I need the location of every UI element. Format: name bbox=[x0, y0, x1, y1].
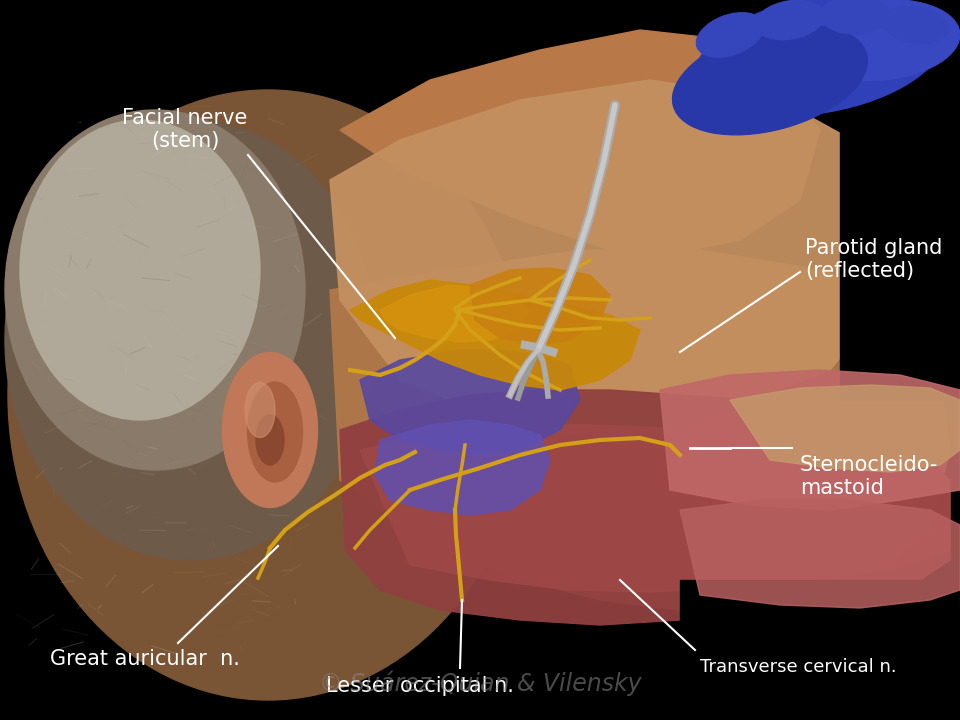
Ellipse shape bbox=[756, 0, 825, 40]
Polygon shape bbox=[730, 385, 960, 472]
Text: © Suárez-Quian & Vilensky: © Suárez-Quian & Vilensky bbox=[319, 670, 641, 696]
Ellipse shape bbox=[801, 0, 960, 81]
Text: Parotid gland
(reflected): Parotid gland (reflected) bbox=[805, 238, 943, 282]
Ellipse shape bbox=[223, 353, 318, 508]
Polygon shape bbox=[680, 500, 960, 608]
Polygon shape bbox=[340, 30, 820, 260]
Ellipse shape bbox=[5, 120, 375, 560]
Polygon shape bbox=[680, 580, 960, 720]
Polygon shape bbox=[470, 268, 610, 345]
Ellipse shape bbox=[8, 90, 528, 700]
Text: Great auricular  n.: Great auricular n. bbox=[50, 649, 240, 669]
Polygon shape bbox=[330, 250, 950, 610]
Text: Lesser occipital n.: Lesser occipital n. bbox=[326, 676, 514, 696]
Polygon shape bbox=[660, 370, 960, 510]
Ellipse shape bbox=[5, 110, 305, 470]
Ellipse shape bbox=[696, 13, 763, 58]
Ellipse shape bbox=[245, 382, 275, 438]
Polygon shape bbox=[840, 0, 960, 400]
Ellipse shape bbox=[673, 25, 868, 135]
Polygon shape bbox=[360, 425, 950, 592]
Ellipse shape bbox=[697, 0, 944, 116]
Ellipse shape bbox=[256, 415, 284, 465]
Polygon shape bbox=[350, 280, 640, 390]
Ellipse shape bbox=[883, 6, 948, 44]
Polygon shape bbox=[360, 350, 580, 455]
Polygon shape bbox=[375, 420, 550, 515]
Polygon shape bbox=[380, 285, 530, 342]
Polygon shape bbox=[0, 0, 200, 200]
Ellipse shape bbox=[20, 120, 260, 420]
Ellipse shape bbox=[248, 382, 302, 482]
Polygon shape bbox=[330, 80, 900, 440]
Text: Facial nerve
(stem): Facial nerve (stem) bbox=[122, 108, 248, 151]
Text: Sternocleido-
mastoid: Sternocleido- mastoid bbox=[800, 455, 938, 498]
Polygon shape bbox=[340, 390, 950, 625]
Ellipse shape bbox=[820, 0, 890, 34]
Text: Transverse cervical n.: Transverse cervical n. bbox=[700, 658, 897, 676]
